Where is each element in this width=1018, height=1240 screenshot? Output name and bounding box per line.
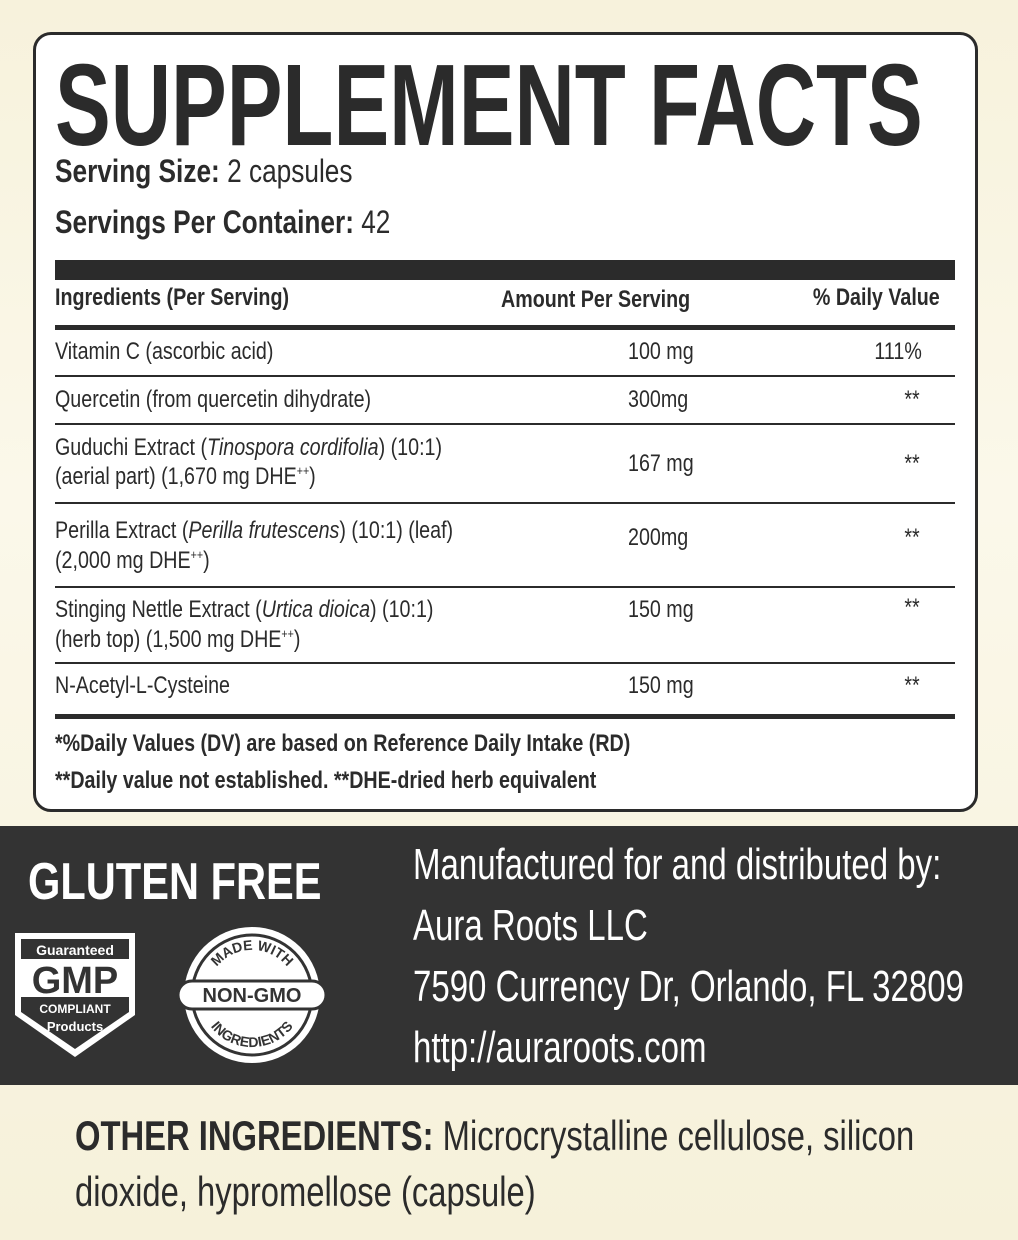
amount: 167 mg xyxy=(628,450,694,477)
text: (herb top) (1,500 mg DHE xyxy=(55,626,282,653)
manufacturer: http://auraroots.com xyxy=(413,1023,707,1072)
col-head: Amount Per Serving xyxy=(501,286,691,313)
text: Perilla Extract ( xyxy=(55,517,189,544)
text: ) xyxy=(203,547,210,574)
ingredient: N-Acetyl-L-Cysteine xyxy=(55,672,230,699)
facts-panel xyxy=(33,32,978,812)
text: ) (10:1) (leaf) xyxy=(339,517,454,544)
other-ingredients: dioxide, hypromellose (capsule) xyxy=(75,1168,536,1215)
other-ingredients: OTHER INGREDIENTS: Microcrystalline cell… xyxy=(75,1112,914,1160)
footnote: *%Daily Values (DV) are based on Referen… xyxy=(55,730,631,757)
col-head: % Daily Value xyxy=(813,284,940,311)
manufacturer: Manufactured for and distributed by: xyxy=(413,840,942,889)
latin: Urtica dioica xyxy=(261,596,371,623)
text: Guduchi Extract ( xyxy=(55,434,208,461)
ingredient-detail: (herb top) (1,500 mg DHE++) xyxy=(55,626,300,654)
serving-size: Serving Size: 2 capsules xyxy=(55,153,353,190)
info-band xyxy=(0,826,1018,1085)
ingredient: Vitamin C (ascorbic acid) xyxy=(55,338,274,365)
text: ) (10:1) xyxy=(378,434,443,461)
title: SUPPLEMENT FACTS xyxy=(55,40,923,170)
latin: Tinospora cordifolia xyxy=(207,434,379,461)
dv: ** xyxy=(904,672,920,699)
text: (aerial part) (1,670 mg DHE xyxy=(55,463,297,490)
rule xyxy=(55,260,955,280)
rule xyxy=(55,586,955,588)
dv: 111% xyxy=(874,338,922,365)
manufacturer: Aura Roots LLC xyxy=(413,901,648,950)
badges: Guaranteed GMP COMPLIANT Products MADE W… xyxy=(15,927,328,1063)
text: Microcrystalline cellulose, silicon xyxy=(442,1112,915,1159)
dv: ** xyxy=(904,386,920,413)
text: ) xyxy=(309,463,316,490)
rule xyxy=(55,662,955,664)
amount: 300mg xyxy=(628,386,689,413)
dv: ** xyxy=(904,450,920,477)
amount: 150 mg xyxy=(628,672,694,699)
label: Servings Per Container: xyxy=(55,204,354,240)
rule xyxy=(55,375,955,377)
gmp-text: Products xyxy=(47,1019,103,1034)
label: OTHER INGREDIENTS: xyxy=(75,1112,434,1159)
amount: 100 mg xyxy=(628,338,694,365)
footnote: **Daily value not established. **DHE-dri… xyxy=(55,767,597,794)
sup: ++ xyxy=(190,547,204,562)
text: (2,000 mg DHE xyxy=(55,547,191,574)
sup: ++ xyxy=(281,626,294,641)
col-head: Ingredients (Per Serving) xyxy=(55,284,290,311)
value: 42 xyxy=(361,204,391,240)
amount: 150 mg xyxy=(628,596,694,623)
sup: ++ xyxy=(296,463,310,478)
ingredient-detail: (aerial part) (1,670 mg DHE++) xyxy=(55,463,316,491)
gmp-text: GMP xyxy=(32,960,119,1002)
rule xyxy=(55,423,955,425)
label: Serving Size: xyxy=(55,153,220,189)
nongmo-text: NON-GMO xyxy=(203,985,302,1007)
gmp-box xyxy=(21,959,129,997)
ingredient: Quercetin (from quercetin dihydrate) xyxy=(55,386,372,413)
rule xyxy=(55,502,955,504)
ingredient: Guduchi Extract (Tinospora cordifolia) (… xyxy=(55,434,442,462)
rule xyxy=(55,325,955,330)
ingredient-detail: (2,000 mg DHE++) xyxy=(55,547,210,575)
amount: 200mg xyxy=(628,524,689,551)
nongmo-pill xyxy=(176,979,328,1011)
value: 2 capsules xyxy=(227,153,353,189)
dv: ** xyxy=(904,594,920,621)
ingredient: Perilla Extract (Perilla frutescens) (10… xyxy=(55,517,453,545)
latin: Perilla frutescens xyxy=(188,517,340,544)
dv: ** xyxy=(904,524,920,551)
servings: Servings Per Container: 42 xyxy=(55,204,390,241)
ingredient: Stinging Nettle Extract (Urtica dioica) … xyxy=(55,596,433,624)
gmp-text: COMPLIANT xyxy=(39,1002,111,1016)
gluten-free: GLUTEN FREE xyxy=(28,853,322,911)
text: ) xyxy=(293,626,301,653)
manufacturer: 7590 Currency Dr, Orlando, FL 32809 xyxy=(413,962,964,1011)
rule xyxy=(55,714,955,719)
text: ) (10:1) xyxy=(370,596,434,623)
text: Stinging Nettle Extract ( xyxy=(55,596,262,623)
gmp-text: Guaranteed xyxy=(36,942,114,958)
